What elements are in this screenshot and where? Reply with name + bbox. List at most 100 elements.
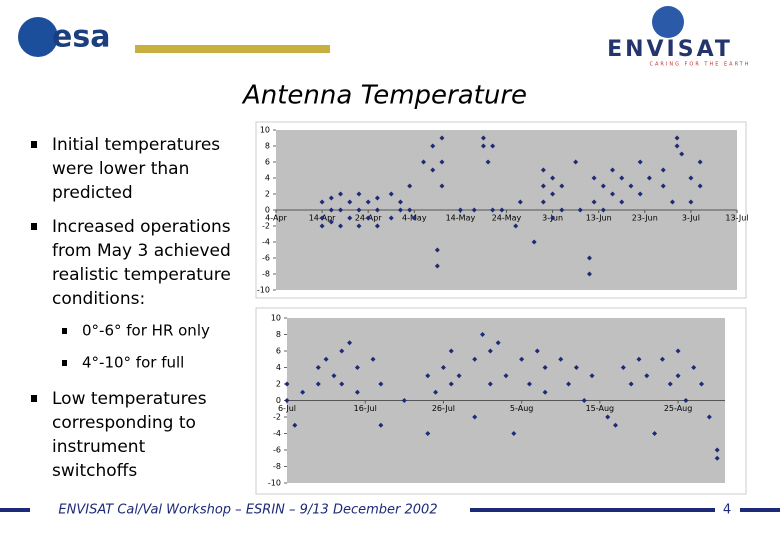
data-point [540, 199, 546, 205]
y-tick-label: 0 [276, 396, 281, 405]
y-tick-label: -6 [273, 446, 281, 455]
data-point [531, 239, 537, 245]
data-point [378, 422, 384, 428]
data-point [591, 199, 597, 205]
data-point [697, 159, 703, 165]
data-point [397, 199, 403, 205]
data-point [401, 398, 407, 403]
bullet-text: corresponding to [52, 413, 196, 433]
data-point [356, 207, 362, 213]
y-tick-label: 6 [276, 347, 281, 356]
data-point [292, 422, 298, 428]
x-tick-label: 25-Aug [664, 404, 693, 413]
data-point [472, 414, 478, 420]
data-point [374, 195, 380, 201]
data-point [487, 348, 493, 354]
data-point [440, 365, 446, 370]
envisat-logo-mark [652, 6, 684, 38]
x-tick-label: 23-Jun [632, 214, 658, 223]
data-point [331, 373, 337, 379]
x-tick-label: 3-Jul [682, 214, 700, 223]
y-tick-label: -10 [268, 479, 281, 488]
data-point [433, 389, 439, 395]
y-tick-label: 2 [265, 190, 270, 199]
x-tick-label: 24-May [492, 214, 522, 223]
data-point [550, 215, 556, 221]
x-tick-label: 14-May [446, 214, 476, 223]
bullet-text: conditions: [52, 289, 145, 309]
y-tick-label: 8 [265, 142, 270, 151]
data-point [591, 175, 597, 181]
bullet-text: switchoffs [52, 461, 137, 481]
page-number: 4 [723, 503, 731, 518]
data-point [487, 381, 493, 387]
x-tick-label: 13-Jun [586, 214, 612, 223]
data-point [540, 167, 546, 173]
data-point [519, 356, 525, 362]
data-point [407, 183, 413, 189]
data-point [411, 215, 417, 221]
data-point [558, 356, 564, 362]
bullet-text: instrument [52, 437, 146, 457]
x-tick-label: 5-Aug [510, 404, 533, 413]
data-point [480, 332, 486, 337]
x-tick-label: 16-Jul [354, 404, 377, 413]
data-point [388, 215, 394, 221]
data-point [688, 199, 694, 205]
data-point [425, 373, 431, 379]
data-point [534, 348, 540, 354]
data-point [674, 135, 680, 141]
data-point [421, 159, 427, 165]
data-point [284, 398, 290, 403]
data-point [620, 365, 626, 370]
data-point [542, 389, 548, 395]
data-point [425, 431, 431, 436]
data-point [339, 348, 345, 354]
data-point [315, 381, 321, 387]
data-point [559, 183, 565, 189]
data-point [354, 389, 360, 395]
data-point [581, 398, 587, 403]
data-point [573, 365, 579, 370]
x-tick-label: 13-Jul [725, 214, 748, 223]
data-point [691, 365, 697, 370]
data-point [675, 348, 681, 354]
data-point [495, 340, 501, 346]
y-tick-label: -2 [273, 413, 281, 422]
esa-logo-mark [18, 17, 58, 57]
y-tick-label: 0 [265, 206, 270, 215]
data-point [388, 191, 394, 197]
y-tick-label: 4 [265, 174, 270, 183]
bullet-marker [31, 141, 37, 148]
data-point [347, 340, 353, 346]
data-point [480, 135, 486, 141]
y-tick-label: -6 [262, 254, 270, 263]
data-point [706, 414, 712, 420]
data-point [439, 183, 445, 189]
sub-bullet-text: 4°-10° for full [82, 354, 184, 372]
data-point [610, 167, 616, 173]
sub-bullet-marker [62, 360, 67, 366]
data-point [573, 159, 579, 165]
x-tick-label: 15-Aug [586, 404, 615, 413]
footer-text: ENVISAT Cal/Val Workshop – ESRIN – 9/13 … [58, 503, 437, 518]
x-tick-label: 6-Jul [278, 404, 296, 413]
bullet-marker [31, 395, 37, 402]
bullet-text: Initial temperatures [52, 135, 220, 155]
data-point [378, 381, 384, 387]
data-point [586, 255, 592, 261]
data-point [619, 175, 625, 181]
data-point [354, 365, 360, 370]
data-point [714, 455, 720, 461]
y-tick-label: -4 [262, 238, 270, 247]
y-tick-label: -8 [273, 462, 281, 471]
y-tick-label: 6 [265, 158, 270, 167]
data-point [365, 199, 371, 205]
sub-bullet-text: 0°-6° for HR only [82, 322, 210, 340]
data-point [674, 143, 680, 149]
data-point [457, 207, 463, 213]
data-point [347, 199, 353, 205]
data-point [667, 381, 673, 387]
data-point [319, 199, 325, 205]
data-point [397, 207, 403, 213]
